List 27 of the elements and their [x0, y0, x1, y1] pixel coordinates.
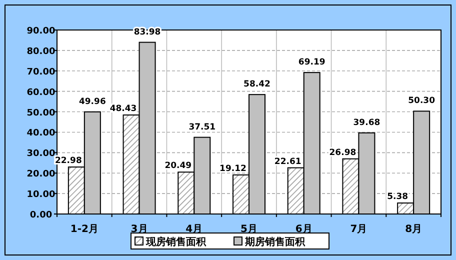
data-label: 5.38 — [387, 192, 408, 202]
y-tick-label: 0.00 — [30, 210, 52, 220]
y-tick-label: 10.00 — [26, 190, 56, 200]
data-label: 49.96 — [78, 96, 106, 107]
y-tick-label: 20.00 — [26, 170, 56, 180]
y-tick-label: 50.00 — [26, 108, 56, 118]
y-tick-label: 40.00 — [26, 128, 56, 139]
data-label: 26.98 — [329, 148, 356, 158]
x-tick-label: 8月 — [405, 224, 422, 235]
y-tick-label: 80.00 — [26, 46, 56, 57]
y-tick-label: 60.00 — [26, 88, 56, 98]
y-tick-label: 30.00 — [26, 149, 56, 160]
y-tick-label: 70.00 — [26, 67, 56, 78]
x-tick-label: 7月 — [350, 224, 368, 235]
data-label: 69.19 — [298, 58, 326, 68]
data-label: 50.30 — [408, 96, 436, 106]
legend-label: 期房销售面积 — [244, 236, 306, 248]
data-label: 37.51 — [188, 122, 216, 132]
data-label: 48.43 — [110, 104, 137, 114]
data-label: 20.49 — [164, 161, 192, 172]
legend-label: 现房销售面积 — [145, 236, 207, 248]
data-label: 39.68 — [353, 118, 380, 128]
data-label: 19.12 — [220, 164, 247, 174]
data-label: 58.42 — [244, 80, 271, 90]
x-tick-label: 1-2月 — [70, 224, 98, 235]
y-tick-label: 90.00 — [26, 26, 56, 36]
data-label: 22.61 — [274, 156, 302, 167]
